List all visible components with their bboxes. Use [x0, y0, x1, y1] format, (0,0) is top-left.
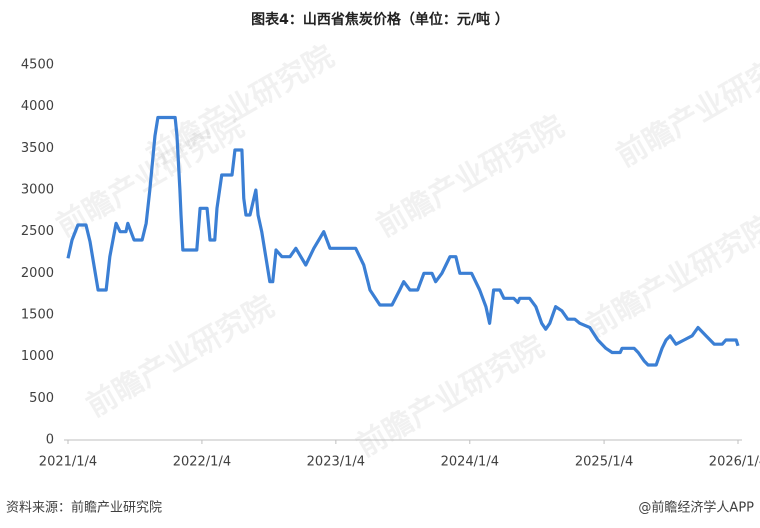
watermark: 前瞻产业研究院 — [141, 39, 340, 174]
x-tick-label: 2026/1/4 — [709, 455, 760, 470]
y-tick-label: 2000 — [21, 266, 54, 281]
y-tick-label: 0 — [46, 433, 54, 448]
y-tick-label: 4500 — [21, 58, 54, 73]
x-tick-label: 2024/1/4 — [441, 455, 499, 470]
x-tick-label: 2025/1/4 — [575, 455, 633, 470]
watermark: 前瞻产业研究院 — [581, 209, 760, 344]
y-tick-label: 2500 — [21, 224, 54, 239]
line — [66, 115, 740, 367]
y-tick-label: 1000 — [21, 349, 54, 364]
chart-title: 图表4：山西省焦炭价格（单位：元/吨 ） — [251, 11, 509, 28]
y-tick-label: 3500 — [21, 141, 54, 156]
credit: @前瞻经济学人APP — [638, 500, 754, 516]
watermark: 前瞻产业研究院 — [81, 289, 280, 424]
watermark: 前瞻产业研究院 — [371, 109, 570, 244]
x-tick-label: 2022/1/4 — [173, 455, 231, 470]
x-tick-label: 2021/1/4 — [39, 455, 97, 470]
watermark: 前瞻产业研究院 — [351, 329, 550, 464]
watermark: 前瞻产业研究院 — [611, 39, 760, 174]
y-tick-label: 500 — [29, 391, 54, 406]
y-tick-label: 1500 — [21, 308, 54, 323]
x-tick-label: 2023/1/4 — [307, 455, 365, 470]
source: 资料来源：前瞻产业研究院 — [6, 500, 162, 516]
y-tick-label: 4000 — [21, 99, 54, 114]
y-tick-label: 3000 — [21, 183, 54, 198]
